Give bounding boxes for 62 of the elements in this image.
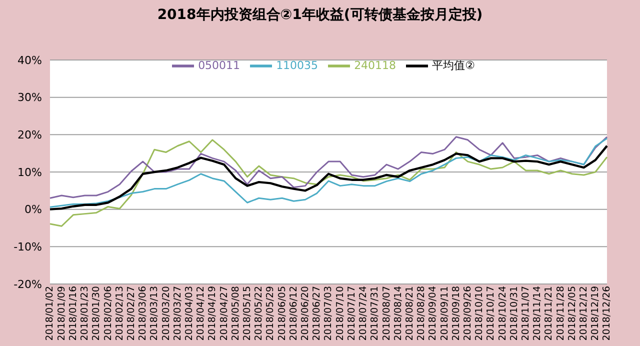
- x-tick-label: 2018/09/18: [450, 286, 462, 341]
- x-tick-label: 2018/12/12: [578, 286, 590, 341]
- x-tick-label: 2018/03/06: [138, 286, 149, 341]
- x-tick-label: 2018/01/23: [80, 286, 91, 341]
- x-tick-label: 2018/01/30: [91, 286, 102, 341]
- x-tick-label: 2018/10/10: [474, 286, 486, 341]
- y-tick-label: 30%: [18, 91, 42, 104]
- legend-label: 240118: [354, 59, 396, 72]
- x-tick-label: 2018/06/27: [312, 286, 323, 341]
- x-tick-label: 2018/06/05: [276, 286, 288, 341]
- x-tick-label: 2018/05/29: [265, 286, 276, 341]
- x-tick-label: 2018/01/09: [56, 286, 68, 341]
- x-tick-label: 2018/04/19: [207, 286, 218, 341]
- x-tick-label: 2018/10/31: [508, 286, 520, 341]
- x-tick-label: 2018/01/02: [44, 286, 56, 341]
- x-tick-label: 2018/12/19: [590, 286, 602, 341]
- x-tick-label: 2018/03/13: [149, 286, 160, 341]
- x-tick-label: 2018/01/16: [68, 286, 79, 341]
- legend-label: 110035: [276, 59, 318, 72]
- x-tick-label: 2018/07/10: [334, 286, 346, 341]
- x-tick-label: 2018/04/03: [184, 286, 195, 341]
- line-series: [49, 139, 608, 227]
- x-tick-label: 2018/11/07: [520, 286, 532, 341]
- y-tick-label: 0%: [24, 203, 42, 216]
- x-tick-label: 2018/10/24: [497, 286, 508, 341]
- y-tick-label: -20%: [14, 278, 42, 291]
- x-tick-label: 2018/02/27: [126, 286, 137, 341]
- x-tick-label: 2018/06/20: [300, 286, 312, 341]
- x-tick-label: 2018/11/14: [532, 286, 544, 341]
- x-tick-label: 2018/07/03: [323, 286, 334, 341]
- x-tick-label: 2018/04/12: [196, 286, 207, 341]
- x-tick-label: 2018/08/14: [392, 286, 404, 341]
- y-tick-label: 20%: [18, 128, 42, 142]
- x-tick-label: 2018/05/22: [254, 286, 265, 341]
- x-tick-label: 2018/04/27: [218, 286, 230, 341]
- x-tick-label: 2018/09/04: [428, 286, 439, 341]
- x-tick-label: 2018/07/24: [358, 286, 370, 341]
- x-tick-label: 2018/02/13: [114, 286, 126, 341]
- x-tick-label: 2018/08/21: [404, 286, 416, 341]
- y-tick-label: 40%: [18, 54, 42, 67]
- y-tick-label: -10%: [14, 240, 42, 254]
- x-tick-label: 2018/11/21: [544, 286, 555, 341]
- legend-label: 050011: [198, 59, 240, 72]
- x-tick-label: 2018/08/07: [381, 286, 392, 341]
- x-tick-label: 2018/03/20: [160, 286, 172, 341]
- x-tick-label: 2018/06/12: [288, 286, 300, 341]
- x-tick-label: 2018/12/05: [566, 286, 578, 341]
- y-tick-label: 10%: [18, 166, 42, 179]
- x-tick-label: 2018/07/17: [346, 286, 358, 341]
- x-tick-label: 2018/09/11: [439, 286, 450, 341]
- x-tick-label: 2018/05/08: [230, 286, 242, 341]
- chart-title: 2018年内投资组合②1年收益(可转债基金按月定投): [156, 6, 484, 24]
- x-tick-label: 2018/08/28: [416, 286, 428, 341]
- x-tick-label: 2018/07/31: [370, 286, 381, 341]
- x-tick-label: 2018/12/26: [602, 286, 613, 341]
- x-tick-label: 2018/10/17: [486, 286, 497, 341]
- x-tick-label: 2018/02/06: [102, 286, 114, 341]
- x-tick-label: 2018/09/26: [462, 286, 474, 341]
- x-tick-label: 2018/05/15: [242, 286, 254, 341]
- x-tick-label: 2018/03/27: [172, 286, 184, 341]
- legend-label: 平均值②: [432, 59, 475, 72]
- x-tick-label: 2018/11/28: [555, 286, 566, 341]
